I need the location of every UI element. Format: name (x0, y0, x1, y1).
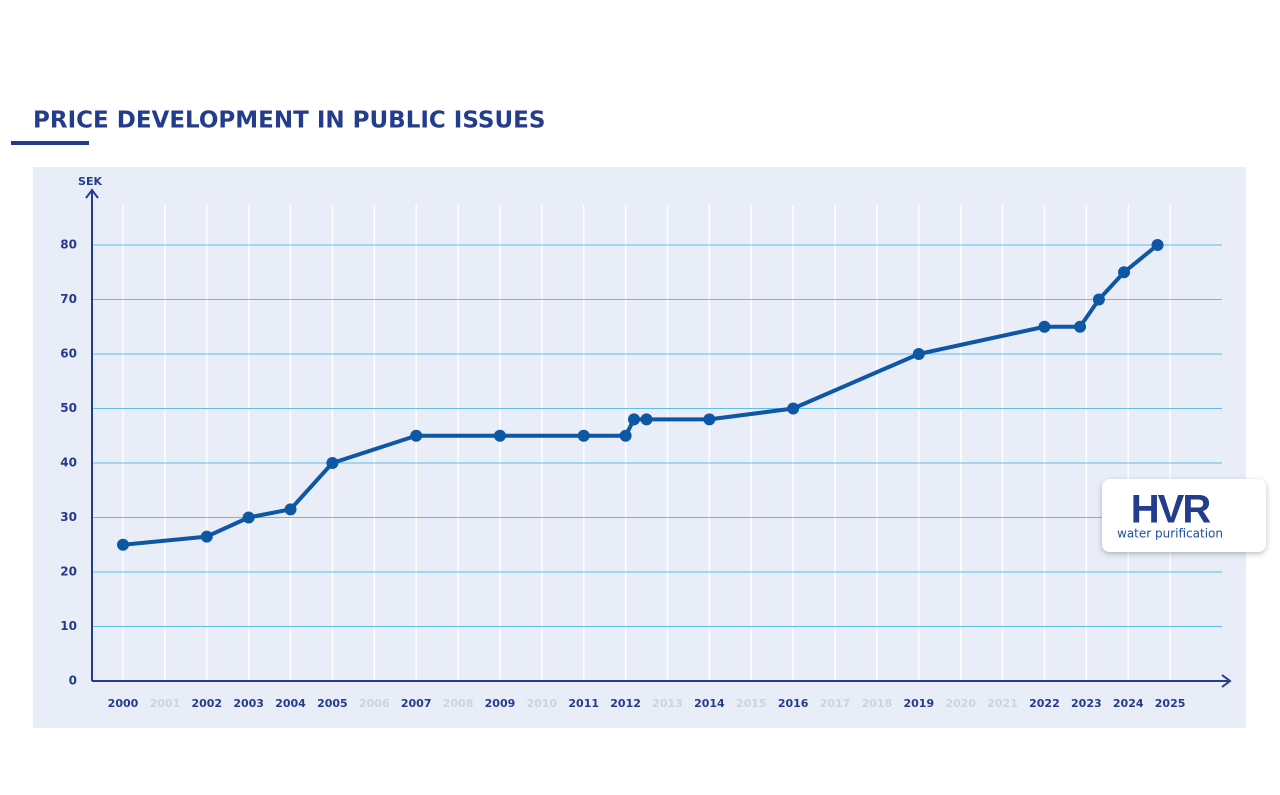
y-axis-arrow (85, 188, 99, 199)
grid (92, 205, 1222, 682)
point (1038, 320, 1051, 333)
x-tick-label: 2017 (820, 697, 851, 710)
point (703, 413, 716, 426)
x-tick-label: 2021 (987, 697, 1018, 710)
point (577, 429, 590, 442)
x-tick-label: 2018 (862, 697, 893, 710)
point (242, 511, 255, 524)
point (1074, 320, 1087, 333)
logo-name: HVR (1131, 488, 1212, 532)
y-tick-label: 60 (60, 347, 77, 361)
y-tick-label: 50 (60, 401, 77, 415)
x-tick-label: 2010 (527, 697, 558, 710)
point (912, 348, 925, 360)
x-tick-label: 2022 (1029, 697, 1060, 710)
y-tick-label: 30 (60, 510, 77, 524)
y-tick-label: 20 (60, 565, 77, 579)
point (640, 413, 653, 426)
plot (116, 239, 1164, 551)
x-tick-label: 2024 (1113, 697, 1144, 710)
x-tick-label: 2001 (150, 697, 181, 710)
x-tick-label: 2008 (443, 697, 474, 710)
y-tick-label: 40 (60, 456, 77, 470)
point (1092, 293, 1105, 306)
x-tick-label: 2013 (652, 697, 683, 710)
x-tick-label: 2000 (108, 697, 139, 710)
x-tick-label: 2012 (610, 697, 641, 710)
point (619, 429, 632, 442)
title-underline (11, 141, 89, 145)
logo-box (1102, 479, 1266, 552)
y-tick-label: 80 (60, 238, 77, 252)
x-tick-label: 2009 (485, 697, 516, 710)
point (787, 402, 800, 415)
point (1151, 239, 1164, 251)
x-tick-label: 2020 (945, 697, 976, 710)
x-tick-label: 2007 (401, 697, 432, 710)
x-tick-label: 2015 (736, 697, 767, 710)
point (200, 530, 213, 543)
logo-tagline: water purification (1117, 527, 1223, 541)
x-tick-label: 2003 (233, 697, 264, 710)
x-tick-label: 2016 (778, 697, 809, 710)
x-tick-label: 2002 (191, 697, 222, 710)
x-tick-label: 2004 (275, 697, 306, 710)
y-tick-label: 70 (60, 292, 77, 306)
x-tick-label: 2014 (694, 697, 725, 710)
x-tick-label: 2006 (359, 697, 390, 710)
y-tick-label: 10 (60, 619, 77, 633)
y-tick-label: 0 (69, 674, 77, 688)
logo: HVR water purification (1102, 479, 1266, 552)
point (326, 457, 339, 469)
point (410, 429, 423, 442)
x-axis-arrow (1221, 674, 1232, 688)
x-tick-label: 2023 (1071, 697, 1102, 710)
x-tick-label: 2005 (317, 697, 348, 710)
x-tick-label: 2011 (568, 697, 599, 710)
point (493, 429, 506, 442)
axes: SEK 2000 2001 2002 2003 2004 2005 2006 2007 2008… (60, 175, 1232, 710)
x-tick-label: 2019 (903, 697, 934, 710)
point (1118, 266, 1131, 279)
point (627, 413, 640, 426)
point (116, 538, 129, 551)
point (284, 503, 297, 516)
x-tick-label: 2025 (1155, 697, 1186, 710)
plot-panel (33, 167, 1246, 728)
y-axis-label: SEK (78, 175, 102, 188)
chart-title: PRICE DEVELOPMENT IN PUBLIC ISSUES (33, 108, 545, 134)
